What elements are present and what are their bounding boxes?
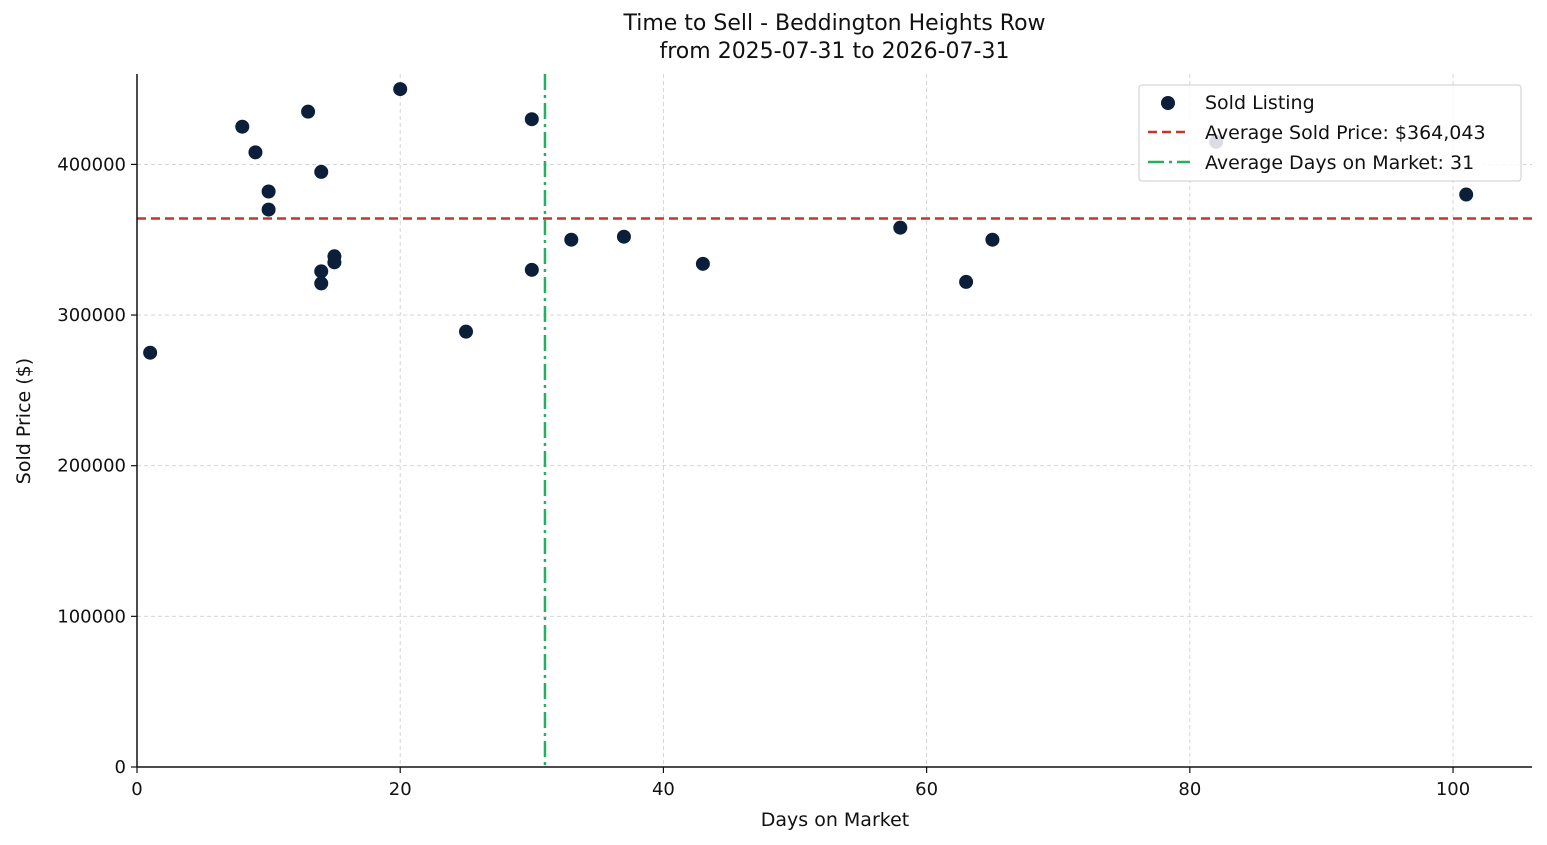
data-point xyxy=(695,256,710,271)
data-point xyxy=(314,276,329,291)
data-points xyxy=(143,82,1474,360)
data-point xyxy=(143,345,158,360)
data-point xyxy=(1459,187,1474,202)
data-point xyxy=(893,220,908,235)
data-point xyxy=(327,255,342,270)
legend-marker-sold-listing xyxy=(1161,96,1175,110)
x-tick-label: 20 xyxy=(389,779,412,800)
tick-labels: 0 20 40 60 80 100 0 100000 200000 300000 400000 xyxy=(57,154,1470,800)
data-point xyxy=(959,274,974,289)
data-point xyxy=(459,324,474,339)
legend: Sold Listing Average Sold Price: $364,043… xyxy=(1138,84,1522,182)
legend-label-sold-listing: Sold Listing xyxy=(1205,92,1315,114)
y-tick-label: 0 xyxy=(115,757,126,778)
y-tick-label: 300000 xyxy=(57,305,126,326)
x-axis-label: Days on Market xyxy=(761,809,909,831)
data-point xyxy=(261,202,276,217)
y-axis-label: Sold Price ($) xyxy=(13,358,35,484)
x-tick-label: 60 xyxy=(915,779,938,800)
data-point xyxy=(564,232,579,247)
reference-lines xyxy=(137,74,1532,767)
x-tick-label: 40 xyxy=(652,779,675,800)
x-tick-label: 100 xyxy=(1436,779,1470,800)
data-point xyxy=(314,264,329,279)
data-point xyxy=(235,119,250,134)
data-point xyxy=(616,229,631,244)
data-point xyxy=(301,104,316,119)
legend-box xyxy=(1138,84,1522,182)
data-point xyxy=(393,82,408,97)
legend-label-average-price: Average Sold Price: $364,043 xyxy=(1205,122,1486,144)
data-point xyxy=(985,232,1000,247)
chart-subtitle: from 2025-07-31 to 2026-07-31 xyxy=(659,39,1010,64)
x-tick-label: 0 xyxy=(131,779,142,800)
data-point xyxy=(314,164,329,179)
y-tick-label: 200000 xyxy=(57,456,126,477)
chart-title: Time to Sell - Beddington Heights Row xyxy=(623,11,1046,36)
legend-label-average-days: Average Days on Market: 31 xyxy=(1205,152,1474,174)
axes xyxy=(131,74,1532,773)
data-point xyxy=(524,262,539,277)
data-point xyxy=(524,112,539,127)
y-tick-label: 400000 xyxy=(57,154,126,175)
data-point xyxy=(248,145,263,160)
y-tick-label: 100000 xyxy=(57,606,126,627)
x-tick-label: 80 xyxy=(1178,779,1201,800)
data-point xyxy=(261,184,276,199)
